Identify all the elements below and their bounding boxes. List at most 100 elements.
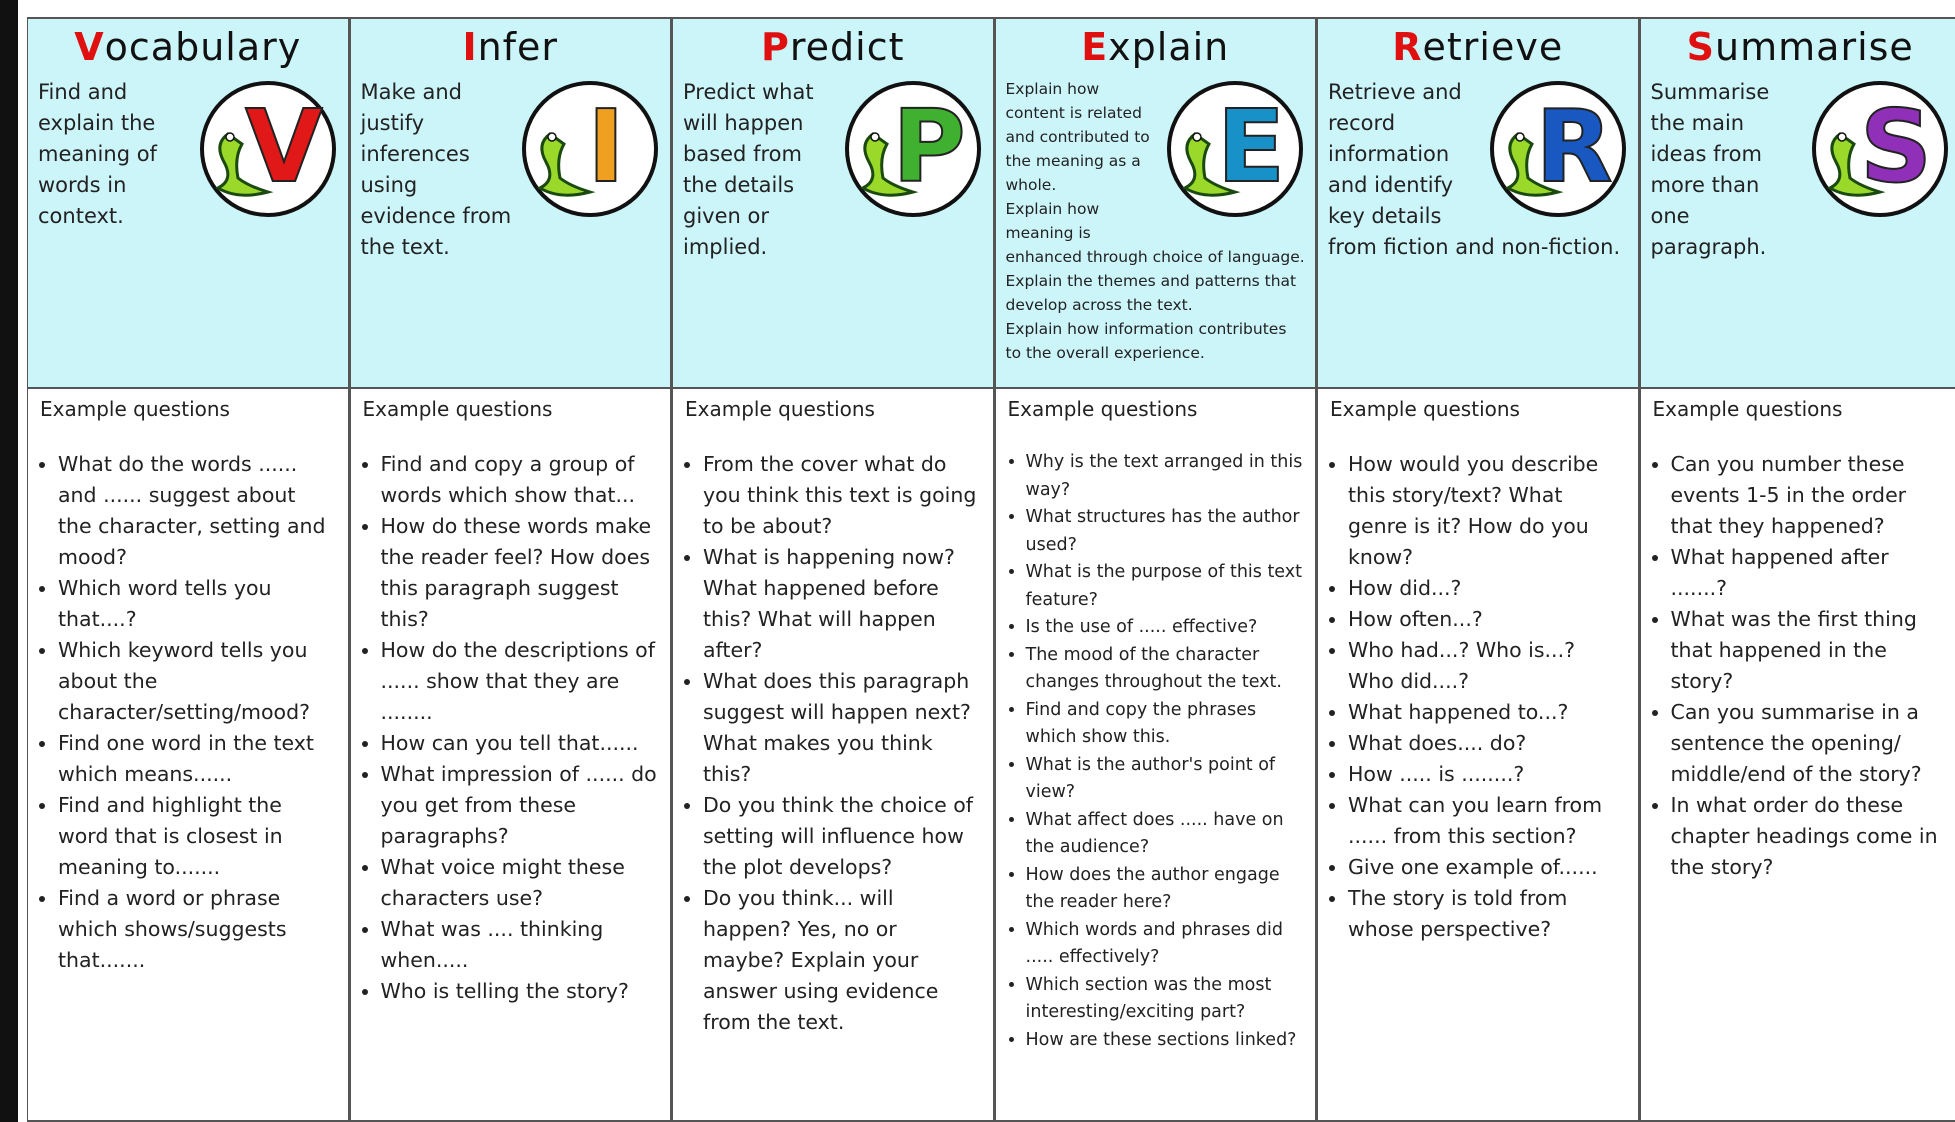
question: Find one word in the text which means...… <box>58 728 336 790</box>
skill-title: Vocabulary <box>74 25 302 69</box>
question: Find and highlight the word that is clos… <box>58 790 336 883</box>
icon-snake <box>859 132 919 197</box>
icon-snake <box>536 132 596 197</box>
icon-snake-eye <box>224 132 235 142</box>
question: How often...? <box>1348 604 1626 635</box>
icon-snake <box>1181 132 1241 197</box>
questions-cell: Example questions Can you number these ev… <box>1639 389 1955 1122</box>
questions-heading: Example questions <box>1330 397 1520 421</box>
icon-letter: P <box>892 88 965 205</box>
question: Why is the text arranged in this way? <box>1026 449 1304 504</box>
skill-description: Explain how content is related and contr… <box>1005 80 1150 194</box>
question: Find a word or phrase which shows/sugges… <box>58 883 336 976</box>
question: How does the author engage the reader he… <box>1026 862 1304 917</box>
icon-snake-eye <box>1514 132 1525 142</box>
questions-heading: Example questions <box>1007 397 1198 421</box>
questions-cell: Example questions Find and copy a group o… <box>349 389 672 1122</box>
icon-letter: E <box>1217 88 1285 205</box>
question: Which word tells you that....? <box>58 573 336 635</box>
questions-heading: Example questions <box>362 397 553 421</box>
question: Which words and phrases did ..... effect… <box>1026 917 1304 972</box>
question: The mood of the character changes throug… <box>1026 642 1304 697</box>
questions-cell: Example questions From the cover what do … <box>672 389 995 1122</box>
icon-snake-eye <box>547 132 557 142</box>
icon-snake <box>1504 132 1564 197</box>
question: What affect does ..... have on the audie… <box>1026 807 1304 862</box>
question: Do you think... will happen? Yes, no or … <box>703 883 981 1038</box>
skill-header: Explain E Explain how content is related a… <box>994 19 1317 389</box>
skill-title: Infer <box>462 25 559 69</box>
skill-description: Summarise the main ideas from more than … <box>1650 80 1770 259</box>
icon-snake-eye <box>869 132 880 142</box>
question: What is happening now? What happened bef… <box>703 542 981 666</box>
question: How do these words make the reader feel?… <box>381 511 659 635</box>
icon-letter: I <box>587 88 624 205</box>
question: In what order do these chapter headings … <box>1671 790 1949 883</box>
question: What is the author's point of view? <box>1026 752 1304 807</box>
question: Find and copy a group of words which sho… <box>381 449 659 511</box>
skill-description: Predict what will happen based from the … <box>683 80 814 259</box>
question: What does this paragraph suggest will ha… <box>703 666 981 790</box>
skill-description: Retrieve and record information and iden… <box>1328 80 1621 259</box>
skill-header: Vocabulary V Find and explain the meaning … <box>27 19 350 389</box>
skill-title: Retrieve <box>1392 25 1564 69</box>
skill-title: Summarise <box>1686 25 1914 69</box>
questions-heading: Example questions <box>685 397 875 421</box>
question: Who had...? Who is...? Who did....? <box>1348 635 1626 697</box>
questions-cell: Example questions What do the words .....… <box>27 389 350 1122</box>
question: What is the purpose of this text feature… <box>1026 559 1304 614</box>
skill-header: Predict P Predict what will happen based f… <box>672 19 995 389</box>
skill-description: Explain how information contributes to t… <box>1005 320 1287 362</box>
skill-header: Retrieve R Retrieve and record information… <box>1317 19 1640 389</box>
question-list: Find and copy a group of words which sho… <box>363 449 659 1007</box>
skill-description: Explain the themes and patterns that dev… <box>1005 272 1297 314</box>
skill-header: Summarise S Summarise the main ideas from … <box>1639 19 1955 389</box>
question: What structures has the author used? <box>1026 504 1304 559</box>
question: What voice might these characters use? <box>381 852 659 914</box>
question: Which section was the most interesting/e… <box>1026 972 1304 1027</box>
question: How would you describe this story/text? … <box>1348 449 1626 573</box>
skill-icon: P <box>844 81 981 217</box>
question: Is the use of ..... effective? <box>1026 614 1304 642</box>
question: From the cover what do you think this te… <box>703 449 981 542</box>
questions-heading: Example questions <box>40 397 230 421</box>
question: What was the first thing that happened i… <box>1671 604 1949 697</box>
questions-cell: Example questions Why is the text arrange… <box>994 389 1317 1122</box>
question: Can you summarise in a sentence the open… <box>1671 697 1949 790</box>
skill-icon: S <box>1812 81 1948 217</box>
skill-title: Explain <box>1081 25 1230 69</box>
question: What does.... do? <box>1348 728 1626 759</box>
question: Find and copy the phrases which show thi… <box>1026 697 1304 752</box>
icon-letter: R <box>1535 88 1612 205</box>
question-list: From the cover what do you think this te… <box>685 449 981 1038</box>
skill-icon: E <box>1167 81 1303 217</box>
question: What can you learn from ...... from this… <box>1348 790 1626 852</box>
questions-heading: Example questions <box>1652 397 1843 421</box>
questions-cell: Example questions How would you describe … <box>1317 389 1640 1122</box>
question: What happened to...? <box>1348 697 1626 728</box>
skill-header: Infer I Make and justify inferences using … <box>349 19 672 389</box>
side-bar <box>0 0 18 1122</box>
question-list: Why is the text arranged in this way?Wha… <box>1008 449 1304 1054</box>
question: How ..... is ........? <box>1348 759 1626 790</box>
question: Can you number these events 1-5 in the o… <box>1671 449 1949 542</box>
skill-icon: V <box>199 81 336 217</box>
question: What do the words ...... and ...... sugg… <box>58 449 336 573</box>
skill-icon: R <box>1489 81 1626 217</box>
question: The story is told from whose perspective… <box>1348 883 1626 945</box>
question: What impression of ...... do you get fro… <box>381 759 659 852</box>
question: Do you think the choice of setting will … <box>703 790 981 883</box>
skill-description: Make and justify inferences using eviden… <box>360 80 512 259</box>
question: How can you tell that...... <box>381 728 659 759</box>
question: What happened after .......? <box>1671 542 1949 604</box>
reading-grid: Vocabulary V Find and explain the meaning … <box>27 17 1955 1122</box>
question: Which keyword tells you about the charac… <box>58 635 336 728</box>
question: Who is telling the story? <box>381 976 659 1007</box>
question-list: Can you number these events 1-5 in the o… <box>1653 449 1949 883</box>
icon-snake <box>1826 132 1886 197</box>
question: How do the descriptions of ...... show t… <box>381 635 659 728</box>
question-list: What do the words ...... and ...... sugg… <box>40 449 336 976</box>
question: Give one example of...... <box>1348 852 1626 883</box>
question: How are these sections linked? <box>1026 1027 1304 1055</box>
